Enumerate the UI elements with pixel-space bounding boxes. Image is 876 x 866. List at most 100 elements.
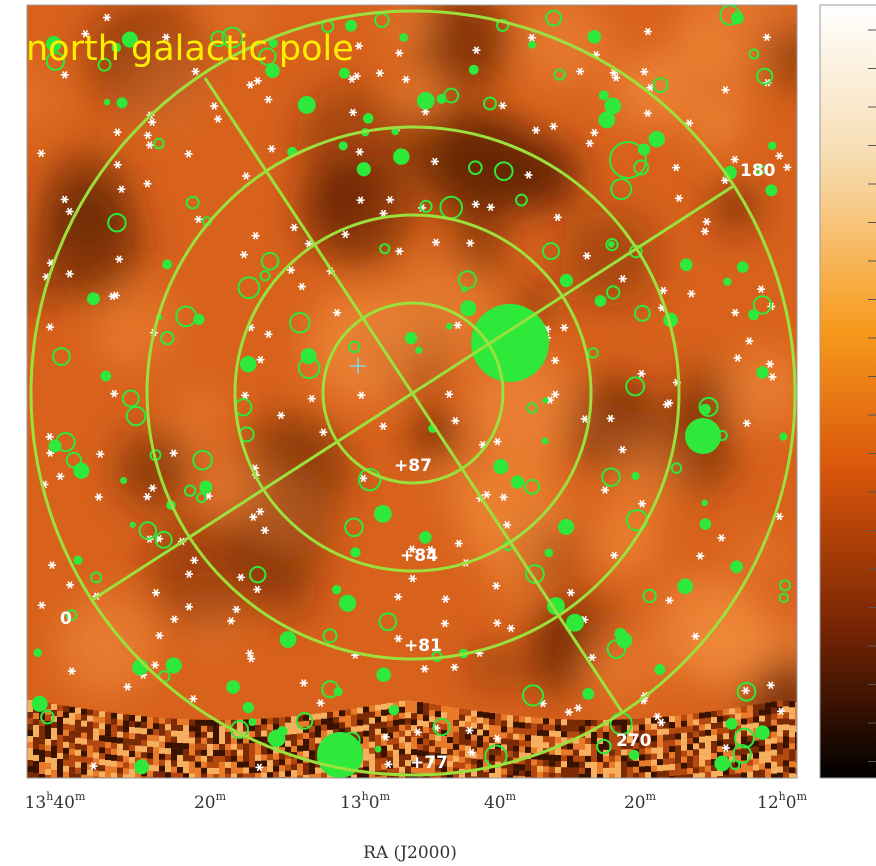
noise-cell [207,756,213,762]
noise-cell [717,728,723,734]
noise-cell [555,755,561,761]
noise-cell [189,756,195,762]
noise-cell [357,714,363,720]
noise-cell [399,737,405,743]
noise-cell [441,712,447,718]
tick-number: 0 [369,793,380,813]
green-source [167,658,181,672]
noise-cell [765,757,771,763]
noise-cell [765,721,771,727]
dust-blob [103,332,133,362]
green-source [340,596,355,611]
noise-cell [87,740,93,746]
noise-cell [501,768,507,774]
noise-cell [789,761,795,767]
tick-unit: m [646,790,657,803]
noise-cell [93,710,99,716]
noise-cell [159,724,165,730]
noise-cell [693,755,699,761]
noise-cell [381,716,387,722]
noise-cell [759,716,765,722]
noise-cell [603,768,609,774]
noise-cell [357,726,363,732]
noise-cell [207,768,213,774]
noise-cell [201,726,207,732]
noise-cell [249,767,255,773]
green-source [589,31,601,43]
dust-blob [174,386,227,439]
noise-cell [195,762,201,768]
noise-cell [537,760,543,766]
green-source [462,287,466,291]
noise-cell [513,752,519,758]
noise-cell [195,774,201,780]
noise-cell [687,774,693,780]
noise-cell [225,768,231,774]
noise-cell [741,767,747,773]
noise-cell [117,732,123,738]
noise-cell [219,768,225,774]
noise-cell [711,735,717,741]
noise-cell [315,720,321,726]
noise-cell [471,717,477,723]
noise-cell [381,728,387,734]
noise-cell [189,762,195,768]
noise-cell [507,751,513,757]
noise-cell [459,727,465,733]
tick-unit: m [797,790,808,803]
noise-cell [147,771,153,777]
noise-cell [681,733,687,739]
noise-cell [573,750,579,756]
noise-cell [645,760,651,766]
noise-cell [579,726,585,732]
noise-cell [27,760,33,766]
noise-cell [321,725,327,731]
noise-cell [669,716,675,722]
tick-unit: h [46,790,53,803]
noise-cell [141,746,147,752]
noise-cell [183,767,189,773]
green-source [769,143,775,149]
noise-cell [459,733,465,739]
tick-unit: m [75,790,86,803]
noise-cell [261,719,267,725]
noise-cell [477,717,483,723]
noise-cell [795,762,801,768]
noise-cell [105,760,111,766]
noise-cell [453,756,459,762]
noise-cell [399,743,405,749]
noise-cell [489,731,495,737]
noise-cell [693,743,699,749]
green-source [74,464,88,478]
noise-cell [417,708,423,714]
noise-cell [405,706,411,712]
noise-cell [213,744,219,750]
noise-cell [117,720,123,726]
noise-cell [669,722,675,728]
noise-cell [555,767,561,773]
noise-cell [453,774,459,780]
noise-cell [117,768,123,774]
noise-cell [129,739,135,745]
noise-cell [537,766,543,772]
noise-cell [465,740,471,746]
green-source [302,349,316,363]
noise-cell [111,755,117,761]
green-source [727,719,737,729]
noise-cell [561,719,567,725]
noise-cell [399,713,405,719]
noise-cell [693,749,699,755]
noise-cell [81,727,87,733]
noise-cell [741,749,747,755]
noise-cell [333,723,339,729]
noise-cell [375,717,381,723]
noise-cell [393,732,399,738]
noise-cell [771,756,777,762]
noise-cell [171,749,177,755]
noise-cell [105,748,111,754]
noise-cell [153,717,159,723]
noise-cell [789,731,795,737]
noise-cell [435,741,441,747]
noise-cell [597,768,603,774]
noise-cell [531,759,537,765]
